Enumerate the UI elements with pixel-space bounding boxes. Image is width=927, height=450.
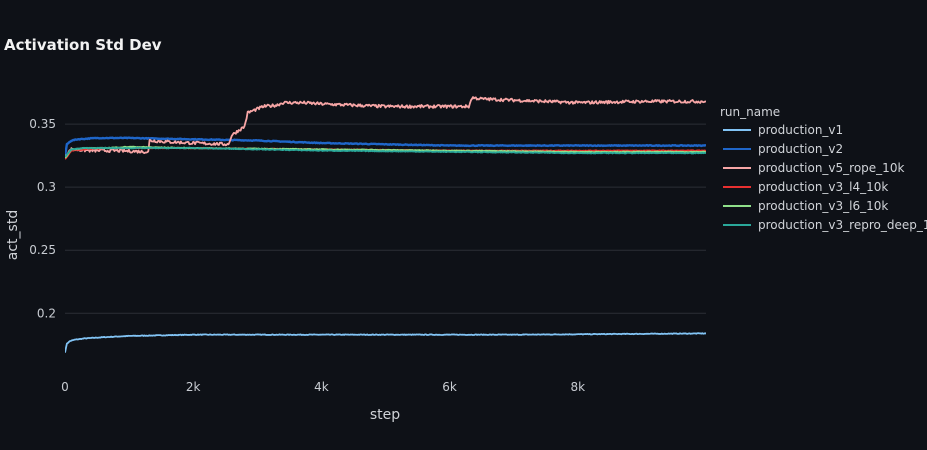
series-line-production_v3_repro_deep_10: [65, 146, 706, 158]
x-tick-label: 6k: [442, 380, 457, 394]
y-tick-label: 0.35: [29, 117, 56, 131]
series-line-production_v1: [65, 332, 706, 353]
x-tick-label: 4k: [314, 380, 329, 394]
x-axis-label: step: [370, 407, 400, 423]
y-tick-label: 0.3: [37, 180, 56, 194]
x-tick-label: 8k: [571, 380, 586, 394]
legend-items: production_v1 production_v2 production_v5_…: [723, 123, 927, 232]
gridlines: [65, 123, 706, 314]
legend: run_name production_v1production_v2produ…: [720, 105, 927, 232]
x-tick-label: 2k: [186, 380, 201, 394]
series-line-production_v2: [65, 136, 706, 156]
series-lines: [65, 96, 706, 353]
legend-entry: production_v1: [758, 123, 843, 137]
chart-title: Activation Std Dev: [4, 36, 162, 54]
legend-entry: production_v2: [758, 142, 843, 156]
series-line-production_v5_rope_10k: [65, 96, 706, 158]
legend-entry: production_v3_l6_10k: [758, 199, 888, 213]
legend-title: run_name: [720, 105, 780, 119]
x-tick-labels: 0 2k 4k 6k 8k: [61, 380, 585, 394]
legend-entry: production_v5_rope_10k: [758, 161, 904, 175]
legend-entry: production_v3_l4_10k: [758, 180, 888, 194]
y-tick-label: 0.25: [29, 243, 56, 257]
legend-entry: production_v3_repro_deep_10: [758, 218, 927, 232]
x-tick-label: 0: [61, 380, 69, 394]
y-tick-label: 0.2: [37, 306, 56, 320]
y-axis-label: act_std: [5, 210, 21, 260]
y-tick-labels: 0.2 0.25 0.3 0.35: [29, 117, 56, 320]
